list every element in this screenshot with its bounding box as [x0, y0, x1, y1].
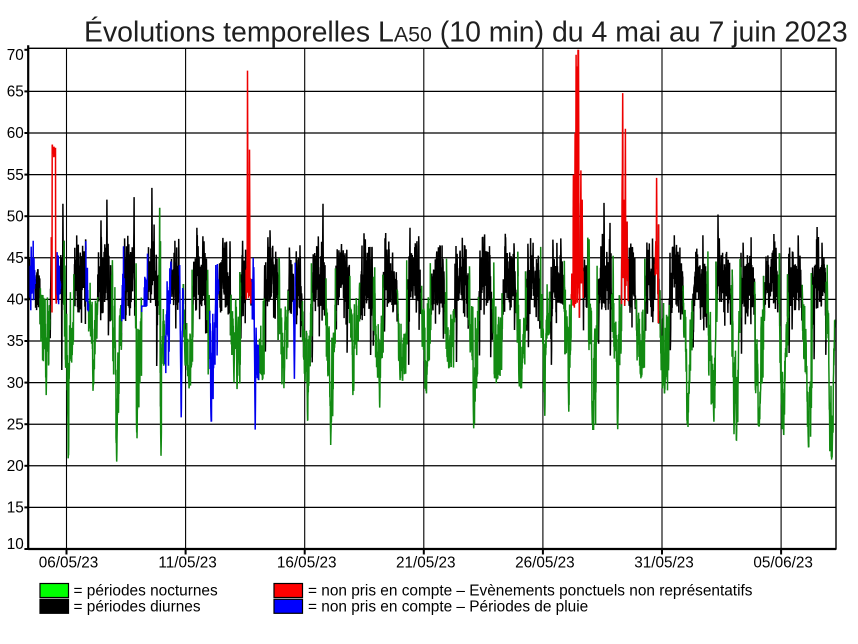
svg-text:05/06/23: 05/06/23 — [753, 555, 813, 572]
svg-text:= périodes nocturnes: = périodes nocturnes — [74, 583, 218, 600]
svg-text:55: 55 — [7, 167, 24, 184]
svg-text:16/05/23: 16/05/23 — [277, 555, 337, 572]
svg-text:= périodes diurnes: = périodes diurnes — [74, 598, 201, 615]
svg-text:70: 70 — [7, 47, 24, 64]
svg-text:21/05/23: 21/05/23 — [396, 555, 456, 572]
svg-text:= non pris en compte – Période: = non pris en compte – Périodes de pluie — [308, 598, 588, 615]
svg-text:26/05/23: 26/05/23 — [515, 555, 575, 572]
svg-text:06/05/23: 06/05/23 — [39, 555, 99, 572]
svg-text:15: 15 — [7, 500, 24, 517]
svg-text:= non pris en compte – Evèneme: = non pris en compte – Evènements ponctu… — [308, 583, 753, 600]
svg-text:11/05/23: 11/05/23 — [158, 555, 216, 572]
svg-text:35: 35 — [7, 333, 24, 350]
svg-text:65: 65 — [7, 84, 24, 101]
svg-text:25: 25 — [7, 416, 24, 433]
svg-text:40: 40 — [7, 292, 24, 309]
svg-text:50: 50 — [7, 208, 24, 225]
svg-text:60: 60 — [7, 125, 24, 142]
svg-text:30: 30 — [7, 375, 24, 392]
svg-text:20: 20 — [7, 458, 24, 475]
svg-text:Évolutions temporelles LA50 (1: Évolutions temporelles LA50 (10 min) du … — [84, 17, 848, 49]
svg-text:10: 10 — [7, 536, 24, 553]
svg-text:31/05/23: 31/05/23 — [634, 555, 694, 572]
svg-text:45: 45 — [7, 250, 24, 267]
